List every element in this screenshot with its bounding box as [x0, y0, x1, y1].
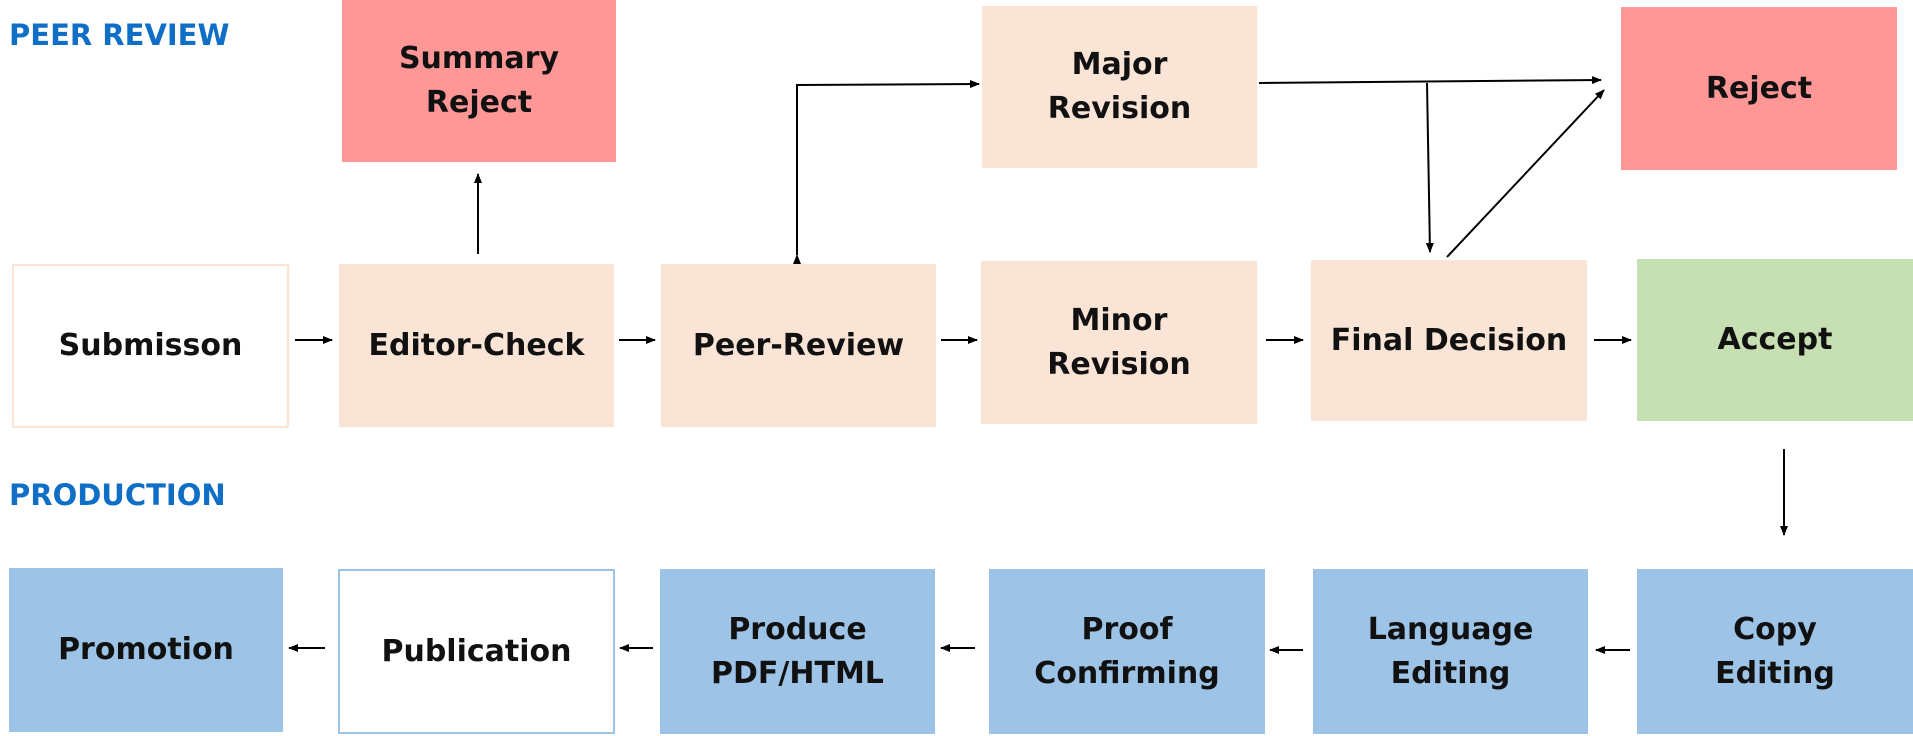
submission-node: Submisson [12, 264, 289, 428]
copy-editing-node: Copy Editing [1637, 569, 1913, 734]
peer-review-node: Peer-Review [661, 264, 936, 427]
arrow-major-revision-reject [1258, 76, 1602, 85]
promotion-node: Promotion [9, 568, 283, 732]
arrow-major-revision-final-decision [1425, 82, 1434, 253]
arrow-peer-review-major-revision [793, 80, 980, 264]
arrow-final-decision-reject [1446, 89, 1605, 258]
summary-reject-node: Summary Reject [342, 0, 616, 162]
proof-confirming-node: Proof Confirming [989, 569, 1265, 734]
reject-node: Reject [1621, 7, 1897, 170]
final-decision-node: Final Decision [1311, 260, 1587, 421]
produce-pdf-html-node: Produce PDF/HTML [660, 569, 935, 734]
language-editing-node: Language Editing [1313, 569, 1588, 734]
major-revision-node: Major Revision [982, 6, 1257, 168]
minor-revision-node: Minor Revision [981, 261, 1257, 424]
editor-check-node: Editor-Check [339, 264, 614, 427]
production-section-label: PRODUCTION [9, 478, 226, 512]
peer-review-section-label: PEER REVIEW [9, 18, 230, 52]
publication-node: Publication [338, 569, 615, 734]
accept-node: Accept [1637, 259, 1913, 421]
